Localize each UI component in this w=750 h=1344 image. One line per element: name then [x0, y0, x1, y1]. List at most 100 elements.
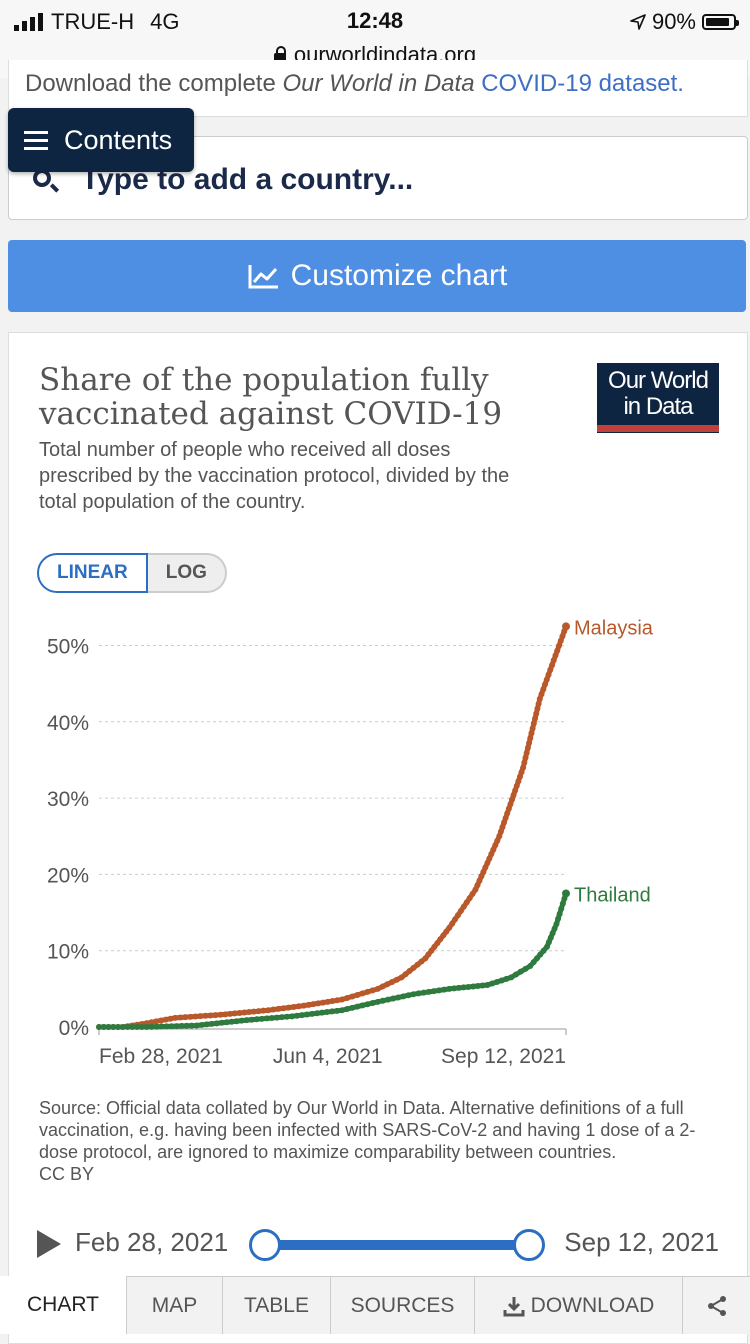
- tab-share[interactable]: [682, 1276, 750, 1334]
- timeline-start-handle[interactable]: [249, 1229, 281, 1261]
- series-point: [374, 985, 381, 992]
- play-icon[interactable]: [37, 1230, 61, 1258]
- series-point: [384, 996, 391, 1003]
- series-point: [379, 983, 386, 990]
- series-point: [540, 686, 547, 693]
- timeline[interactable]: Feb 28, 2021 Sep 12, 2021: [9, 1213, 747, 1273]
- series-point: [299, 1012, 306, 1019]
- series-point: [300, 1002, 307, 1009]
- series-point: [178, 1022, 185, 1029]
- series-point: [172, 1014, 179, 1021]
- series-point: [528, 730, 535, 737]
- contents-button[interactable]: Contents: [8, 108, 194, 172]
- timeline-end-handle[interactable]: [513, 1229, 545, 1261]
- series-point: [153, 1018, 160, 1025]
- series-point: [265, 1007, 272, 1014]
- customize-chart-button[interactable]: Customize chart: [8, 240, 746, 312]
- series-point: [148, 1023, 155, 1030]
- tab-sources[interactable]: SOURCES: [330, 1276, 474, 1334]
- series-point: [466, 895, 473, 902]
- line-chart[interactable]: 0% 10% 20% 30% 40% 50% Feb 28, 2021 Jun 4, 2021…: [9, 603, 747, 1083]
- series-point: [260, 1007, 267, 1014]
- series-point: [558, 905, 565, 912]
- series-point: [213, 1020, 220, 1027]
- series-point: [441, 986, 448, 993]
- series-point: [553, 920, 560, 927]
- series-point: [163, 1023, 170, 1030]
- owid-logo[interactable]: Our World in Data: [597, 363, 719, 433]
- series-point: [167, 1015, 174, 1022]
- series-point: [319, 999, 326, 1006]
- series-point: [228, 1018, 235, 1025]
- series-point: [177, 1014, 184, 1021]
- series-point: [527, 735, 534, 742]
- series-point: [390, 995, 397, 1002]
- series-point: [153, 1023, 160, 1030]
- series-point: [295, 1003, 302, 1010]
- series-point: [374, 998, 381, 1005]
- battery-level: [706, 18, 730, 26]
- series-point: [157, 1017, 164, 1024]
- series-point: [278, 1014, 285, 1021]
- source-text: Source: Official data collated by Our Wo…: [39, 1098, 696, 1162]
- series-point: [502, 814, 509, 821]
- y-tick-label: 0%: [59, 1017, 89, 1040]
- tab-table[interactable]: TABLE: [222, 1276, 330, 1334]
- series-point: [349, 993, 356, 1000]
- tab-download[interactable]: DOWNLOAD: [474, 1276, 682, 1334]
- series-line-thailand: [96, 890, 569, 1030]
- series-line-malaysia: [96, 623, 569, 1030]
- dataset-download-card: Download the complete Our World in Data …: [8, 60, 748, 117]
- series-point: [198, 1021, 205, 1028]
- series-point: [534, 705, 541, 712]
- chart-card: Share of the population fully vaccinated…: [8, 332, 748, 1344]
- series-point: [460, 903, 467, 910]
- location-arrow-icon: [630, 14, 646, 30]
- series-point: [359, 1002, 366, 1009]
- timeline-track[interactable]: [265, 1240, 529, 1250]
- series-end-point: [562, 622, 570, 631]
- series-point: [329, 998, 336, 1005]
- series-point: [334, 1007, 341, 1014]
- battery-icon: [702, 14, 739, 30]
- series-point: [517, 968, 524, 975]
- battery-percent: 90%: [651, 9, 696, 34]
- series-point: [329, 1008, 336, 1015]
- scale-toggle[interactable]: LINEAR LOG: [37, 553, 227, 593]
- series-point: [192, 1013, 199, 1020]
- series-point: [324, 1009, 331, 1016]
- series-point: [545, 939, 552, 946]
- series-point: [497, 828, 504, 835]
- series-point: [451, 985, 458, 992]
- tab-chart[interactable]: CHART: [0, 1276, 126, 1334]
- series-point: [369, 1000, 376, 1007]
- series-point: [559, 900, 566, 907]
- log-scale-button[interactable]: LOG: [147, 553, 227, 593]
- series-point: [223, 1019, 230, 1026]
- series-point: [182, 1014, 189, 1021]
- series-point: [203, 1021, 210, 1028]
- series-point: [436, 987, 443, 994]
- license-text[interactable]: CC BY: [39, 1164, 95, 1184]
- series-point: [505, 805, 512, 812]
- series-point: [241, 1009, 248, 1016]
- series-point: [484, 982, 491, 989]
- series-point: [457, 907, 464, 914]
- owid-logo-bar: [597, 425, 719, 432]
- series-point: [449, 920, 456, 927]
- y-tick-label: 20%: [47, 864, 89, 887]
- series-point: [508, 974, 515, 981]
- series-point: [319, 1009, 326, 1016]
- series-point: [550, 657, 557, 664]
- series-point: [273, 1014, 280, 1021]
- series-point: [501, 819, 508, 826]
- dataset-download-link[interactable]: COVID-19 dataset.: [481, 70, 684, 97]
- tab-map[interactable]: MAP: [126, 1276, 222, 1334]
- series-point: [415, 990, 422, 997]
- series-point: [389, 978, 396, 985]
- series-point: [549, 662, 556, 669]
- download-icon: [503, 1296, 525, 1316]
- series-point: [293, 1012, 300, 1019]
- series-point: [384, 981, 391, 988]
- linear-scale-button[interactable]: LINEAR: [37, 553, 148, 593]
